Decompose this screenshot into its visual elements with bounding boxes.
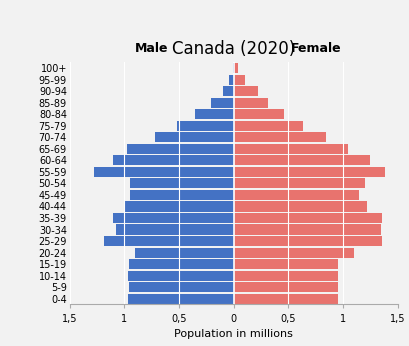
Bar xyxy=(233,282,337,292)
Bar xyxy=(233,225,380,235)
Bar xyxy=(233,236,382,246)
Bar xyxy=(233,132,325,142)
Bar xyxy=(210,98,233,108)
Bar xyxy=(115,225,233,235)
Bar xyxy=(232,63,233,73)
Bar xyxy=(233,271,337,281)
Bar xyxy=(124,201,233,211)
Bar xyxy=(176,121,233,131)
Bar xyxy=(222,86,233,96)
Bar xyxy=(233,259,337,269)
Bar xyxy=(113,213,233,223)
Bar xyxy=(233,98,267,108)
Bar xyxy=(233,74,244,85)
Bar xyxy=(233,178,364,189)
Bar xyxy=(127,271,233,281)
Bar xyxy=(233,167,384,177)
Bar xyxy=(130,190,233,200)
Bar xyxy=(233,86,257,96)
Bar xyxy=(233,190,359,200)
Bar xyxy=(233,213,382,223)
Title: Canada (2020): Canada (2020) xyxy=(172,40,294,58)
Bar xyxy=(130,178,233,189)
Bar xyxy=(94,167,233,177)
Bar xyxy=(233,155,369,165)
Bar xyxy=(233,144,348,154)
Bar xyxy=(233,201,366,211)
Text: Female: Female xyxy=(290,42,340,55)
Bar xyxy=(233,109,283,119)
Bar xyxy=(155,132,233,142)
Bar xyxy=(195,109,233,119)
Bar xyxy=(233,63,238,73)
Bar xyxy=(113,155,233,165)
Bar xyxy=(233,121,302,131)
Bar xyxy=(128,282,233,292)
Bar xyxy=(233,294,337,304)
Bar xyxy=(103,236,233,246)
Bar xyxy=(135,247,233,258)
Bar xyxy=(128,259,233,269)
Text: Male: Male xyxy=(135,42,168,55)
Bar xyxy=(126,144,233,154)
Bar xyxy=(127,294,233,304)
Bar xyxy=(233,247,353,258)
Bar xyxy=(229,74,233,85)
X-axis label: Population in millions: Population in millions xyxy=(174,329,292,339)
